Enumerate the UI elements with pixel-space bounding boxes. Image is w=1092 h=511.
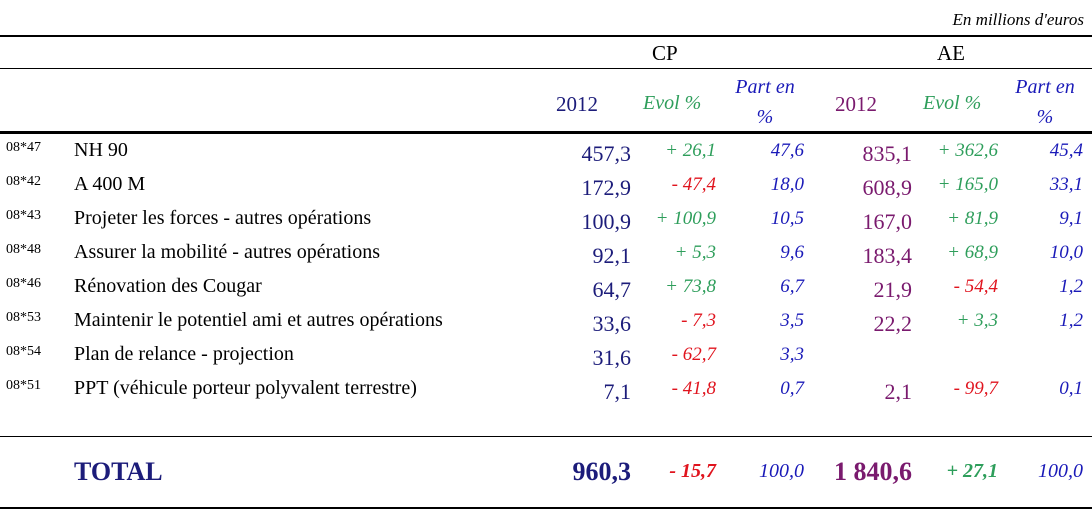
row-cp-value: 33,6 bbox=[592, 311, 632, 336]
total-cp-part: 100,0 bbox=[759, 460, 804, 482]
header-cp-part-line1: Part en bbox=[735, 76, 795, 98]
row-code: 08*42 bbox=[6, 174, 41, 189]
row-cp-part: 18,0 bbox=[770, 174, 804, 195]
row-ae-value: 22,2 bbox=[873, 311, 913, 336]
header-ae-part: Part en % bbox=[1002, 72, 1088, 132]
row-cp-evol: - 47,4 bbox=[671, 174, 716, 195]
row-ae-value: 167,0 bbox=[862, 209, 913, 234]
row-label: Rénovation des Cougar bbox=[74, 275, 262, 297]
row-cp-part: 47,6 bbox=[770, 140, 804, 161]
total-cp-value: 960,3 bbox=[572, 457, 632, 486]
row-ae-part: 9,1 bbox=[1059, 208, 1083, 229]
total-ae-evol: + 27,1 bbox=[946, 460, 998, 482]
row-ae-evol: + 165,0 bbox=[937, 174, 998, 195]
row-cp-evol: + 5,3 bbox=[674, 242, 716, 263]
row-ae-part: 1,2 bbox=[1059, 310, 1083, 331]
row-cp-part: 9,6 bbox=[780, 242, 804, 263]
group-header-cp: CP bbox=[652, 41, 678, 65]
row-code: 08*48 bbox=[6, 242, 41, 257]
row-code: 08*54 bbox=[6, 344, 41, 359]
row-cp-evol: - 41,8 bbox=[671, 378, 716, 399]
row-code: 08*47 bbox=[6, 140, 41, 155]
row-ae-evol: - 54,4 bbox=[953, 276, 998, 297]
header-cp-part: Part en % bbox=[722, 72, 808, 132]
row-code: 08*46 bbox=[6, 276, 41, 291]
row-cp-part: 10,5 bbox=[770, 208, 804, 229]
row-cp-value: 64,7 bbox=[592, 277, 632, 302]
row-ae-evol: - 99,7 bbox=[953, 378, 998, 399]
total-rule bbox=[0, 436, 1092, 437]
header-ae-part-line1: Part en bbox=[1015, 76, 1075, 98]
row-ae-value: 21,9 bbox=[873, 277, 913, 302]
row-cp-evol: + 26,1 bbox=[665, 140, 716, 161]
row-ae-part: 10,0 bbox=[1049, 242, 1083, 263]
row-cp-value: 457,3 bbox=[581, 141, 632, 166]
row-ae-value: 608,9 bbox=[862, 175, 913, 200]
row-cp-part: 3,5 bbox=[780, 310, 804, 331]
row-cp-part: 3,3 bbox=[780, 344, 804, 365]
row-cp-evol: + 100,9 bbox=[655, 208, 716, 229]
row-cp-value: 31,6 bbox=[592, 345, 632, 370]
row-cp-value: 172,9 bbox=[581, 175, 632, 200]
row-label: A 400 M bbox=[74, 173, 146, 195]
total-ae-value: 1 840,6 bbox=[834, 457, 912, 486]
row-cp-value: 100,9 bbox=[581, 209, 632, 234]
row-ae-part: 45,4 bbox=[1049, 140, 1083, 161]
row-ae-part: 1,2 bbox=[1059, 276, 1083, 297]
row-cp-evol: + 73,8 bbox=[665, 276, 716, 297]
row-cp-value: 92,1 bbox=[592, 243, 632, 268]
header-ae-evol: Evol % bbox=[923, 92, 982, 114]
row-label: Projeter les forces - autres opérations bbox=[74, 207, 372, 229]
row-ae-part: 0,1 bbox=[1059, 378, 1083, 399]
row-cp-evol: - 62,7 bbox=[671, 344, 716, 365]
row-ae-evol: + 81,9 bbox=[947, 208, 998, 229]
unit-note: En millions d'euros bbox=[952, 10, 1084, 29]
row-label: Plan de relance - projection bbox=[74, 343, 294, 365]
header-cp-year: 2012 bbox=[556, 92, 598, 116]
row-label: Assurer la mobilité - autres opérations bbox=[74, 241, 381, 263]
row-ae-value: 835,1 bbox=[862, 141, 913, 166]
row-code: 08*51 bbox=[6, 378, 41, 393]
total-ae-part: 100,0 bbox=[1038, 460, 1083, 482]
row-label: PPT (véhicule porteur polyvalent terrest… bbox=[74, 377, 417, 399]
header-ae-part-line2: % bbox=[1036, 106, 1054, 128]
row-ae-part: 33,1 bbox=[1049, 174, 1083, 195]
row-cp-part: 0,7 bbox=[780, 378, 804, 399]
row-ae-value: 183,4 bbox=[862, 243, 913, 268]
row-ae-value: 2,1 bbox=[884, 379, 913, 404]
total-label: TOTAL bbox=[74, 457, 163, 486]
header-cp-evol: Evol % bbox=[643, 92, 702, 114]
row-cp-evol: - 7,3 bbox=[681, 310, 716, 331]
total-cp-evol: - 15,7 bbox=[669, 460, 716, 482]
row-cp-part: 6,7 bbox=[780, 276, 804, 297]
header-cp-part-line2: % bbox=[756, 106, 774, 128]
bottom-rule bbox=[0, 507, 1092, 509]
row-code: 08*43 bbox=[6, 208, 41, 223]
row-code: 08*53 bbox=[6, 310, 41, 325]
row-ae-evol: + 68,9 bbox=[947, 242, 998, 263]
row-ae-evol: + 3,3 bbox=[956, 310, 998, 331]
row-label: Maintenir le potentiel ami et autres opé… bbox=[74, 309, 443, 331]
group-rule bbox=[0, 68, 1092, 69]
top-rule bbox=[0, 35, 1092, 37]
row-ae-evol: + 362,6 bbox=[937, 140, 998, 161]
row-cp-value: 7,1 bbox=[603, 379, 632, 404]
header-ae-year: 2012 bbox=[835, 92, 877, 116]
header-rule bbox=[0, 131, 1092, 134]
row-label: NH 90 bbox=[74, 139, 128, 161]
group-header-ae: AE bbox=[937, 41, 965, 65]
